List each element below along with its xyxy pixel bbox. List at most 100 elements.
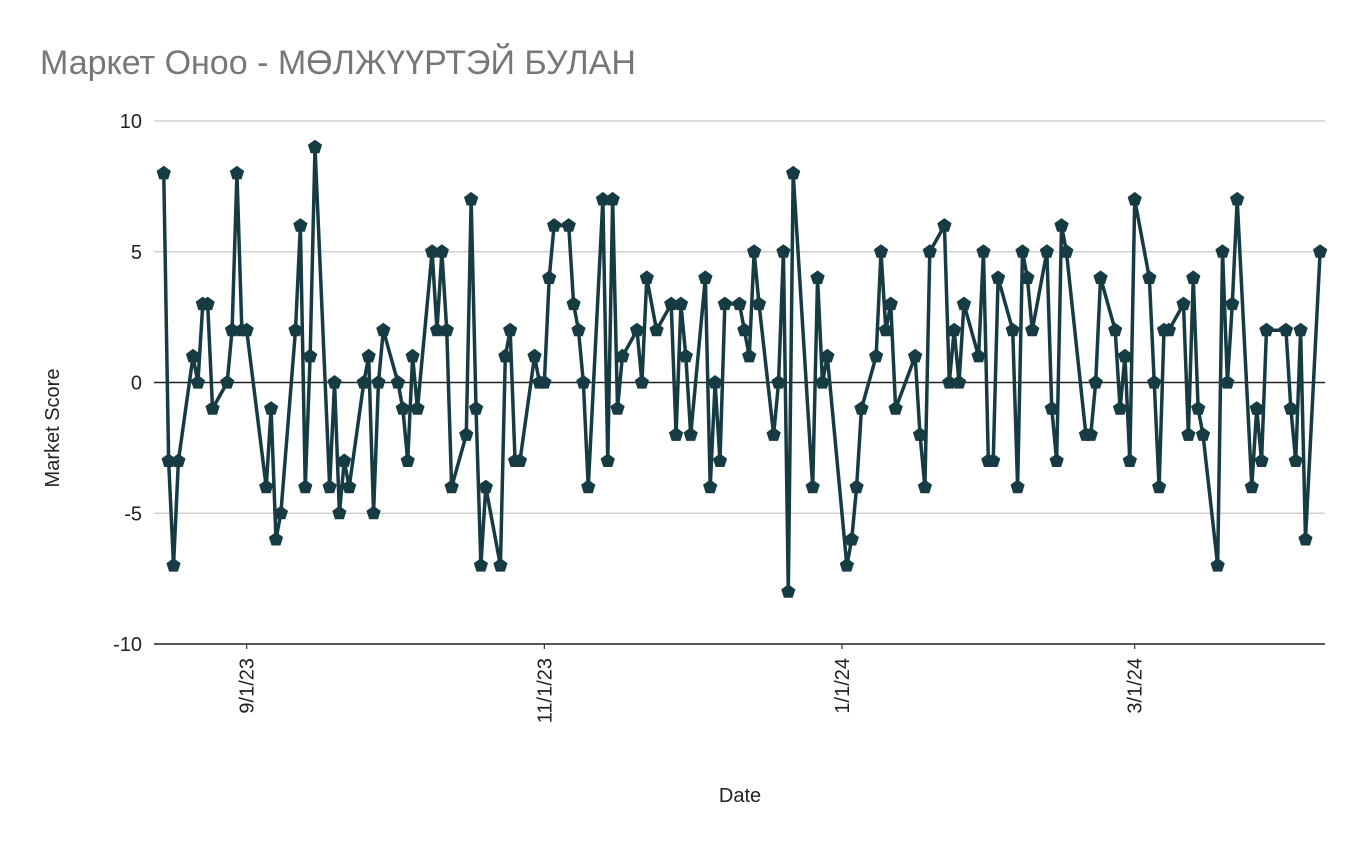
x-tick-label: 9/1/23 <box>237 658 259 714</box>
data-point <box>1015 244 1030 258</box>
data-point <box>888 401 903 415</box>
data-point <box>615 348 630 363</box>
data-point <box>810 270 825 284</box>
data-point <box>298 479 313 494</box>
data-point <box>786 165 801 180</box>
data-point <box>1044 401 1059 415</box>
data-point <box>473 558 488 572</box>
y-tick-label: 10 <box>120 111 142 133</box>
data-point <box>229 165 245 180</box>
data-point <box>610 401 625 415</box>
data-point <box>1127 191 1142 206</box>
data-point <box>439 322 454 337</box>
data-point <box>166 558 181 572</box>
data-point <box>844 531 859 546</box>
data-point <box>434 244 449 258</box>
data-point <box>971 348 986 363</box>
data-point <box>854 401 869 415</box>
data-point <box>1181 427 1196 441</box>
data-point <box>566 296 581 311</box>
data-point <box>1191 401 1206 415</box>
data-point <box>1313 244 1328 258</box>
data-point <box>951 375 967 389</box>
data-point <box>1283 401 1298 415</box>
data-point <box>698 270 713 284</box>
data-point <box>751 296 767 311</box>
data-point <box>1005 322 1020 337</box>
data-point <box>444 479 459 494</box>
data-point <box>1088 375 1103 389</box>
data-point <box>732 296 747 311</box>
data-point <box>1210 558 1225 572</box>
data-point <box>376 322 391 337</box>
data-point <box>912 427 928 441</box>
data-point <box>498 348 513 363</box>
data-point <box>205 401 220 415</box>
data-point <box>766 427 781 441</box>
data-point <box>405 348 420 363</box>
data-point <box>327 375 342 389</box>
data-point <box>1147 375 1162 389</box>
data-point <box>1010 479 1025 494</box>
data-point <box>649 322 664 337</box>
data-point <box>820 348 835 363</box>
data-point <box>561 218 576 232</box>
data-point <box>190 375 205 389</box>
data-point <box>571 322 586 337</box>
data-point <box>1054 218 1069 232</box>
data-point <box>1020 270 1035 284</box>
data-point <box>1259 322 1274 337</box>
data-point <box>1112 401 1128 415</box>
data-line <box>162 145 1322 594</box>
data-point <box>717 296 732 311</box>
data-point <box>600 453 615 467</box>
data-point <box>1244 479 1259 494</box>
data-point <box>1083 427 1098 441</box>
data-point <box>337 453 352 467</box>
data-point <box>1176 296 1191 311</box>
data-point <box>908 348 923 363</box>
data-point <box>1254 453 1269 467</box>
y-tick-label: -5 <box>124 503 142 525</box>
data-point <box>869 348 884 363</box>
data-point <box>293 218 308 232</box>
data-point <box>468 401 484 415</box>
data-point <box>639 270 654 284</box>
y-tick-label: 0 <box>131 373 142 395</box>
data-point <box>747 244 762 258</box>
data-point <box>288 322 303 337</box>
data-point <box>464 191 479 206</box>
data-point <box>937 218 952 232</box>
y-tick-label: 5 <box>131 242 142 264</box>
data-point <box>771 375 786 389</box>
data-point <box>1278 322 1294 337</box>
data-point <box>849 479 864 494</box>
data-point <box>1288 453 1303 467</box>
data-point <box>395 401 410 415</box>
x-tick-label: 3/1/24 <box>1125 658 1147 714</box>
data-point <box>322 479 337 494</box>
data-point <box>361 348 376 363</box>
data-point <box>776 244 791 258</box>
data-point <box>161 453 176 467</box>
data-point <box>1117 348 1133 363</box>
data-point <box>737 322 752 337</box>
data-point <box>1293 322 1308 337</box>
data-point <box>922 244 937 258</box>
data-point <box>429 322 445 337</box>
data-point <box>581 479 596 494</box>
data-point <box>1249 401 1264 415</box>
x-tick-label: 1/1/24 <box>832 658 854 714</box>
x-axis-label: Date <box>719 785 761 807</box>
data-point <box>1195 427 1211 441</box>
data-point <box>547 218 562 232</box>
data-point <box>512 453 528 467</box>
data-point <box>1152 479 1167 494</box>
data-point <box>527 348 542 363</box>
y-axis-label: Market Score <box>42 369 64 488</box>
data-point <box>947 322 962 337</box>
data-point <box>503 322 518 337</box>
data-point <box>268 531 284 546</box>
data-point <box>1059 244 1074 258</box>
data-point <box>1230 191 1245 206</box>
